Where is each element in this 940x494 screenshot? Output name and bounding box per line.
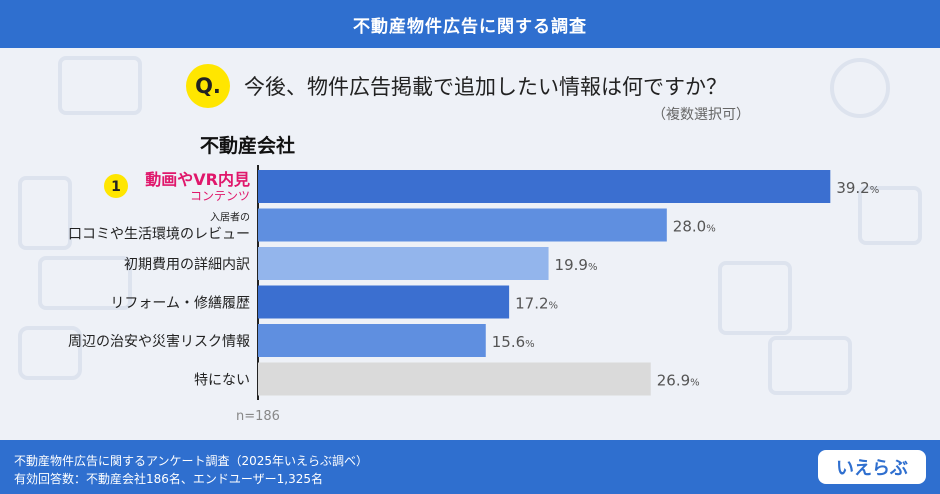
background-icons bbox=[18, 56, 922, 395]
value-number-1: 28.0 bbox=[673, 218, 706, 236]
category-label-2: 初期費用の詳細内訳 bbox=[124, 256, 250, 273]
value-unit-0: % bbox=[870, 185, 880, 196]
sample-size: n=186 bbox=[236, 409, 280, 424]
value-unit-1: % bbox=[706, 224, 716, 235]
chat-icon bbox=[18, 326, 82, 380]
value-number-2: 19.9 bbox=[555, 256, 588, 274]
money-icon bbox=[38, 256, 132, 310]
header-bar: 不動産物件広告に関する調査 bbox=[0, 0, 940, 48]
value-label-2: 19.9% bbox=[555, 256, 598, 274]
category-label-4: 周辺の治安や災害リスク情報 bbox=[68, 334, 250, 350]
bar-2 bbox=[258, 247, 549, 280]
laptop-icon bbox=[58, 56, 142, 115]
footer-response-count: 有効回答数：不動産会社186名、エンドユーザー1,325名 bbox=[14, 472, 324, 486]
rank-badge bbox=[104, 174, 128, 198]
cloud-icon bbox=[830, 58, 890, 118]
ierabu-logo: いえらぶ bbox=[818, 450, 926, 484]
header-title: 不動産物件広告に関する調査 bbox=[353, 16, 587, 37]
value-unit-4: % bbox=[525, 339, 535, 350]
folder-icon bbox=[858, 186, 922, 245]
value-label-1: 28.0% bbox=[673, 218, 716, 236]
footer-survey-name: 不動産物件広告に関するアンケート調査（2025年いえらぶ調べ） bbox=[14, 454, 369, 468]
calendar-icon bbox=[718, 261, 792, 335]
question-text: 今後、物件広告掲載で追加したい情報は何ですか？ bbox=[244, 75, 727, 99]
bar-4 bbox=[258, 324, 486, 357]
value-label-0: 39.2% bbox=[836, 179, 879, 197]
bar-0 bbox=[258, 170, 831, 203]
bar-1 bbox=[258, 208, 667, 242]
value-unit-5: % bbox=[690, 378, 700, 389]
value-number-5: 26.9 bbox=[657, 372, 690, 390]
value-number-3: 17.2 bbox=[515, 295, 548, 313]
value-number-0: 39.2 bbox=[836, 179, 869, 197]
footer-bar: 不動産物件広告に関するアンケート調査（2025年いえらぶ調べ） 有効回答数：不動… bbox=[0, 440, 940, 494]
video-icon bbox=[768, 336, 852, 395]
category-label-5: 特にない bbox=[194, 373, 250, 389]
logo-text: いえらぶ bbox=[836, 458, 908, 479]
value-label-5: 26.9% bbox=[657, 372, 700, 390]
bar-5 bbox=[258, 362, 651, 396]
bar-3 bbox=[258, 285, 510, 319]
document-icon bbox=[18, 176, 72, 250]
category-label-0-line2: コンテンツ bbox=[190, 189, 250, 203]
group-title: 不動産会社 bbox=[200, 135, 296, 157]
value-unit-2: % bbox=[588, 262, 598, 273]
rank-badge-number: 1 bbox=[111, 179, 121, 195]
category-label-1-line1: 入居者の bbox=[210, 212, 250, 224]
category-label-1-line2: 口コミや生活環境のレビュー bbox=[68, 227, 250, 243]
value-unit-3: % bbox=[549, 301, 559, 312]
category-label-3: リフォーム・修繕履歴 bbox=[110, 296, 250, 312]
question-note: （複数選択可） bbox=[652, 107, 750, 123]
value-label-4: 15.6% bbox=[492, 333, 535, 351]
category-label-0-line1: 動画やVR内見 bbox=[145, 170, 250, 189]
question-badge: Q. bbox=[186, 64, 230, 108]
value-label-3: 17.2% bbox=[515, 295, 558, 313]
question-row: Q. 今後、物件広告掲載で追加したい情報は何ですか？ bbox=[186, 64, 727, 108]
value-number-4: 15.6 bbox=[492, 333, 525, 351]
